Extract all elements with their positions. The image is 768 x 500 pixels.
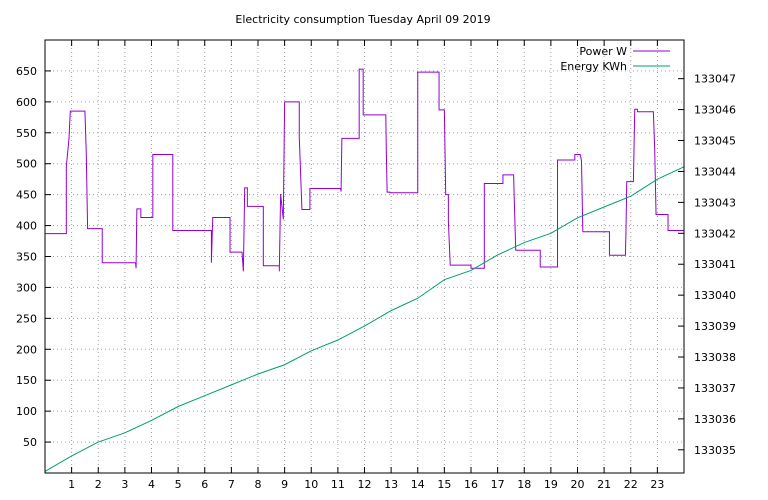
y2-tick-label: 133035	[694, 444, 736, 457]
y-tick-label: 100	[16, 405, 37, 418]
x-axis: 1 2 3 4 5 6 7 8 9 10 11 12 13 14 15 16 17 18 19 20 21 22 23	[68, 40, 664, 491]
legend-label: Energy KWh	[560, 60, 627, 73]
x-tick-label: 6	[201, 478, 208, 491]
y-tick-label: 200	[16, 343, 37, 356]
x-tick-label: 1	[68, 478, 75, 491]
series-layer	[44, 68, 685, 472]
y-tick-label: 400	[16, 220, 37, 233]
y-tick-label: 500	[16, 158, 37, 171]
y-tick-label: 150	[16, 374, 37, 387]
y-axis-right: 133035 133036 133037 133038 133039 133040 1330…	[678, 73, 736, 457]
y-tick-label: 600	[16, 96, 37, 109]
y-tick-label: 300	[16, 281, 37, 294]
y-tick-label: 50	[23, 436, 37, 449]
legend: Power W Energy KWh	[560, 45, 670, 73]
x-tick-label: 4	[148, 478, 155, 491]
y2-tick-label: 133039	[694, 320, 736, 333]
x-tick-label: 7	[228, 478, 235, 491]
x-tick-label: 18	[517, 478, 531, 491]
x-tick-label: 10	[304, 478, 318, 491]
y-tick-label: 650	[16, 65, 37, 78]
x-tick-label: 11	[331, 478, 345, 491]
x-tick-label: 21	[597, 478, 611, 491]
x-tick-label: 14	[411, 478, 425, 491]
x-tick-label: 16	[464, 478, 478, 491]
y-tick-label: 450	[16, 189, 37, 202]
x-tick-label: 8	[255, 478, 262, 491]
x-tick-label: 17	[491, 478, 505, 491]
series-line-energy-kwh	[44, 166, 685, 472]
y2-tick-label: 133041	[694, 258, 736, 271]
y-tick-label: 550	[16, 127, 37, 140]
x-tick-label: 5	[175, 478, 182, 491]
y2-tick-label: 133047	[694, 73, 736, 86]
x-tick-label: 15	[437, 478, 451, 491]
y2-tick-label: 133038	[694, 351, 736, 364]
y-tick-label: 350	[16, 251, 37, 264]
x-tick-label: 19	[544, 478, 558, 491]
y-tick-label: 250	[16, 312, 37, 325]
x-tick-label: 12	[358, 478, 372, 491]
y2-tick-label: 133045	[694, 135, 736, 148]
y2-tick-label: 133042	[694, 227, 736, 240]
y2-tick-label: 133043	[694, 196, 736, 209]
x-tick-label: 3	[121, 478, 128, 491]
x-tick-label: 22	[624, 478, 638, 491]
x-tick-label: 23	[650, 478, 664, 491]
y2-tick-label: 133037	[694, 382, 736, 395]
x-tick-label: 20	[571, 478, 585, 491]
x-tick-label: 9	[281, 478, 288, 491]
x-tick-label: 13	[384, 478, 398, 491]
y-axis-left: 50 100 150 200 250 300 350 400 450 500 550 600 650	[16, 65, 51, 449]
y2-tick-label: 133046	[694, 104, 736, 117]
series-line-power-w	[45, 68, 684, 272]
y2-tick-label: 133040	[694, 289, 736, 302]
y2-tick-label: 133036	[694, 413, 736, 426]
legend-label: Power W	[579, 45, 627, 58]
grid	[45, 40, 684, 473]
plot-frame	[44, 39, 685, 474]
x-tick-label: 2	[95, 478, 102, 491]
chart-title: Electricity consumption Tuesday April 09…	[235, 13, 490, 26]
y2-tick-label: 133044	[694, 165, 736, 178]
